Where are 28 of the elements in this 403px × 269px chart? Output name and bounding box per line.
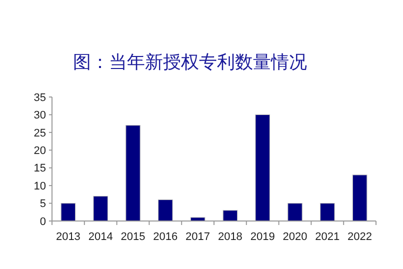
y-tick-label: 15 [34,162,46,175]
x-tick-label: 2018 [218,231,242,243]
x-tick-label: 2022 [348,231,372,243]
bar [255,114,270,222]
bar [93,196,108,222]
x-tick-label: 2015 [120,231,146,243]
x-tick-label: 2017 [186,231,210,243]
bar [320,202,335,222]
y-tick-label: 30 [34,110,46,122]
chart-title: 图：当年新授权专利数量情况 [73,52,307,72]
y-tick-label: 10 [34,180,46,192]
y-tick-label: 5 [40,198,46,210]
bar [60,202,76,222]
bar [126,125,140,222]
x-tick-label: 2019 [250,231,275,243]
y-tick-label: 25 [34,127,46,140]
x-tick-label: 2013 [56,231,80,243]
y-tick-label: 35 [34,92,46,104]
y-tick-label: 0 [40,216,46,228]
bar [222,210,238,222]
y-tick-label: 20 [34,144,46,157]
x-tick-label: 2020 [282,231,308,243]
bar [288,202,302,222]
bar [158,199,173,222]
bar [352,174,368,222]
x-tick-label: 2016 [153,231,178,243]
x-tick-label: 2021 [315,231,340,243]
x-tick-label: 2014 [88,231,113,243]
